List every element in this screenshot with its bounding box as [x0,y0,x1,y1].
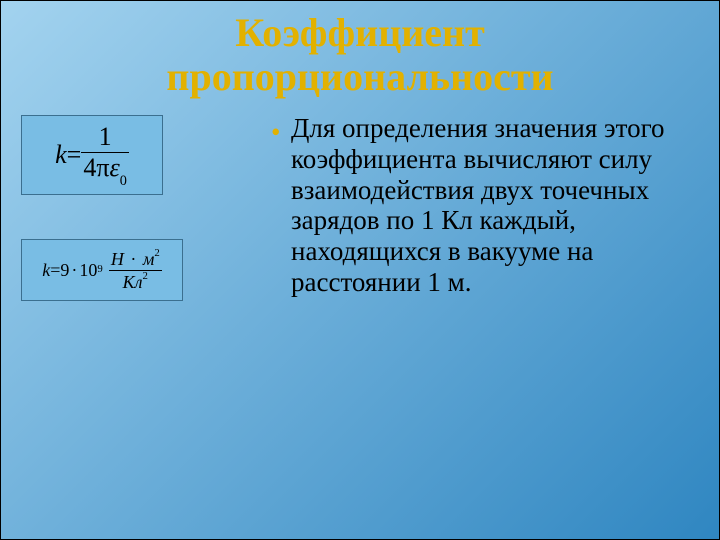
body-text: Для определения значения этого коэффицие… [291,113,693,298]
f2-den-Kl: Кл [123,272,143,292]
f1-numerator: 1 [97,124,114,152]
text-column: • Для определения значения этого коэффиц… [253,113,699,301]
formula-box-2: k = 9 · 109 Н · м2 Кл2 [21,239,183,301]
f2-nine: 9 [60,260,69,281]
f2-eq: = [50,260,60,281]
f1-den-eps: ε [109,153,119,182]
f2-den-exp: 2 [142,270,147,282]
f2-denominator: Кл2 [121,271,150,291]
formula-box-1: k = 1 4πε0 [21,115,163,195]
title-line1: Коэффициент [235,10,485,55]
f2-num-exp: 2 [154,247,159,259]
f2-exp: 9 [97,263,102,275]
bullet-icon: • [271,113,291,148]
bullet-item: • Для определения значения этого коэффиц… [271,113,693,298]
formulas-column: k = 1 4πε0 k = 9 · 109 [21,113,253,301]
f2-ten: 10 [79,260,97,281]
f2-num-m: м [143,249,155,269]
f1-fraction: 1 4πε0 [81,124,129,185]
f2-fraction: Н · м2 Кл2 [109,250,162,291]
f2-numerator: Н · м2 [109,250,162,270]
f1-k: k [55,140,67,170]
f2-num-H: Н [111,249,124,269]
slide: Коэффициент пропорциональности k = 1 4πε… [0,0,720,540]
f1-den-4pi: 4π [83,153,109,182]
f2-num-dot: · [128,249,138,269]
f1-den-sub: 0 [120,173,127,189]
title-line2: пропорциональности [166,54,553,99]
f1-denominator: 4πε0 [81,153,129,185]
content-area: k = 1 4πε0 k = 9 · 109 [1,113,719,301]
f2-k: k [42,260,50,281]
f1-eq: = [67,140,82,170]
f2-dot: · [69,260,79,281]
slide-title: Коэффициент пропорциональности [1,1,719,99]
